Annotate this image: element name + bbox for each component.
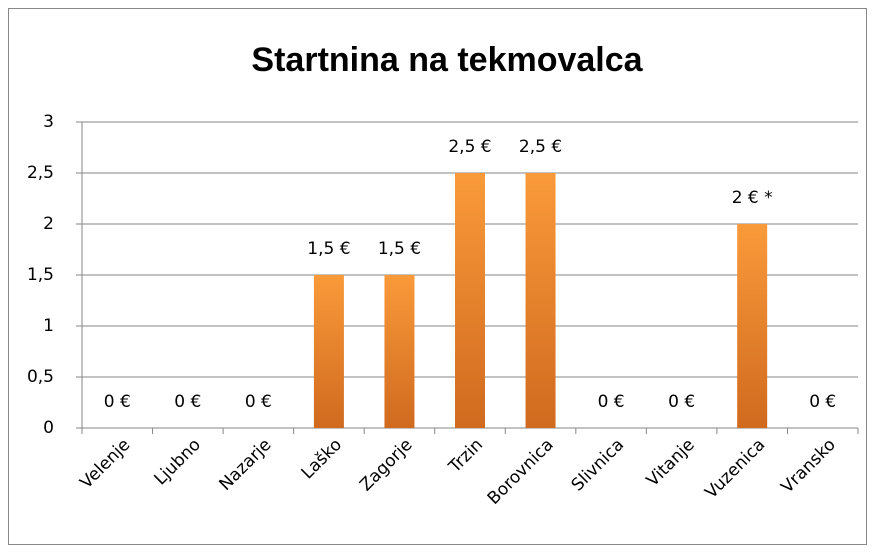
y-tick-label: 0,5 <box>27 367 54 387</box>
data-label: 0 € <box>668 392 695 412</box>
y-tick-label: 3 <box>43 112 54 132</box>
data-label: 0 € <box>598 392 625 412</box>
y-tick-label: 1,5 <box>27 265 54 285</box>
chart-border <box>8 8 867 545</box>
bar <box>455 173 485 428</box>
data-label: 2,5 € <box>448 137 491 157</box>
bar <box>313 275 344 428</box>
y-tick-label: 2,5 <box>27 163 54 183</box>
chart-title: Startnina na tekmovalca <box>251 41 643 79</box>
data-label: 1,5 € <box>307 239 350 259</box>
bar <box>384 275 415 428</box>
data-label: 2,5 € <box>519 137 562 157</box>
data-label: 0 € <box>104 392 131 412</box>
data-label: 0 € <box>174 392 201 412</box>
data-label: 1,5 € <box>378 239 421 259</box>
bar <box>525 173 556 428</box>
y-tick-label: 2 <box>43 214 54 234</box>
data-label: 0 € <box>809 392 836 412</box>
y-tick-label: 1 <box>43 316 54 336</box>
bar <box>737 224 768 428</box>
data-label: 2 € * <box>732 188 773 208</box>
y-tick-label: 0 <box>43 418 54 438</box>
data-label: 0 € <box>245 392 272 412</box>
